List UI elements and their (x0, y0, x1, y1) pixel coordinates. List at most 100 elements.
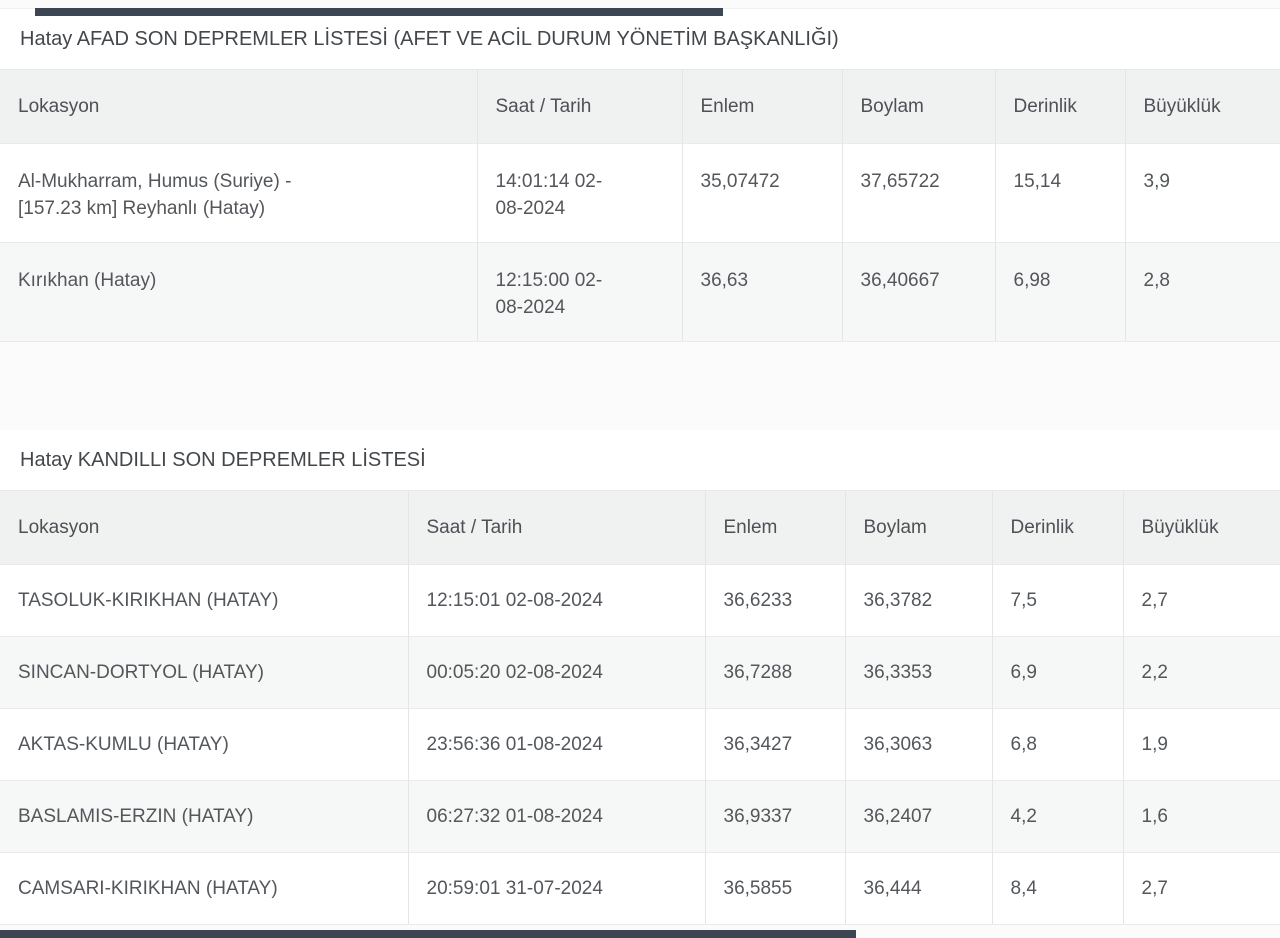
cell-text: Al-Mukharram, Humus (Suriye) - [157.23 k… (18, 171, 292, 219)
column-header: Büyüklük (1124, 69, 1280, 144)
cell-text: 15,14 (1013, 171, 1062, 192)
column-header: Derinlik (991, 490, 1123, 565)
data-cell: 36,7288 (704, 636, 845, 709)
column-header: Lokasyon (0, 69, 477, 144)
kandilli-table-head: Lokasyon Saat / Tarih Enlem Boylam Derinlik B… (0, 490, 1280, 565)
data-cell: 2,2 (1122, 636, 1280, 709)
data-cell: 2,8 (1124, 242, 1280, 341)
table-row: SINCAN-DORTYOL (HATAY) 00:05:20 02-08-202… (0, 636, 1280, 709)
cell-text: 36,2407 (863, 806, 933, 827)
cell-text: 2,7 (1141, 590, 1168, 611)
column-header: Lokasyon (0, 490, 408, 565)
data-cell: 14:01:14 02-08-2024 (476, 143, 682, 243)
data-cell: 4,2 (991, 780, 1123, 853)
cell-text: 1,6 (1141, 806, 1168, 827)
data-cell: 06:27:32 01-08-2024 (407, 780, 705, 853)
data-cell: 37,65722 (841, 143, 995, 243)
afad-earthquake-table-card: Hatay AFAD SON DEPREMLER LİSTESİ (AFET V… (0, 8, 1280, 342)
cell-text: BASLAMIS-ERZIN (HATAY) (18, 806, 254, 827)
cell-text: 12:15:01 02-08-2024 (426, 590, 603, 611)
cell-text: 6,9 (1010, 662, 1037, 683)
data-cell: 36,6233 (704, 564, 845, 637)
data-cell: 1,6 (1122, 780, 1280, 853)
cell-text: 37,65722 (860, 171, 940, 192)
table-row: TASOLUK-KIRIKHAN (HATAY) 12:15:01 02-08-2… (0, 564, 1280, 637)
cell-text: AKTAS-KUMLU (HATAY) (18, 734, 229, 755)
column-header: Boylam (844, 490, 992, 565)
cell-text: 23:56:36 01-08-2024 (426, 734, 603, 755)
cell-text: 12:15:00 02-08-2024 (495, 270, 603, 318)
data-cell: 00:05:20 02-08-2024 (407, 636, 705, 709)
data-cell: 36,3353 (844, 636, 992, 709)
column-header: Saat / Tarih (407, 490, 705, 565)
cell-text: 20:59:01 31-07-2024 (426, 878, 603, 899)
cell-text: Kırıkhan (Hatay) (18, 270, 157, 291)
column-header: Derinlik (994, 69, 1125, 144)
header-row: Lokasyon Saat / Tarih Enlem Boylam Derinlik B… (0, 490, 1280, 565)
afad-table-head: Lokasyon Saat / Tarih Enlem Boylam Derinlik B… (0, 69, 1280, 144)
bottom-edge-bar (0, 930, 856, 938)
table-row: AKTAS-KUMLU (HATAY) 23:56:36 01-08-2024 36… (0, 708, 1280, 781)
earthquake-lists-page: { "colors": { "edge_bar": "#3c4653", "he… (0, 8, 1280, 938)
data-cell: 2,7 (1122, 852, 1280, 924)
location-cell: AKTAS-KUMLU (HATAY) (0, 708, 408, 781)
table-row: Kırıkhan (Hatay) 12:15:00 02-08-2024 36,63… (0, 242, 1280, 341)
kandilli-table-body: TASOLUK-KIRIKHAN (HATAY) 12:15:01 02-08-2… (0, 564, 1280, 924)
data-cell: 35,07472 (681, 143, 842, 243)
data-cell: 1,9 (1122, 708, 1280, 781)
cell-text: 35,07472 (700, 171, 780, 192)
cell-text: 8,4 (1010, 878, 1037, 899)
cell-text: 36,3353 (863, 662, 933, 683)
afad-table-body: Al-Mukharram, Humus (Suriye) - [157.23 k… (0, 143, 1280, 341)
cell-text: 4,2 (1010, 806, 1037, 827)
data-cell: 7,5 (991, 564, 1123, 637)
cell-text: 36,6233 (723, 590, 793, 611)
cell-text: 2,7 (1141, 878, 1168, 899)
data-cell: 6,98 (994, 242, 1125, 341)
cell-text: 36,9337 (723, 806, 793, 827)
location-cell: SINCAN-DORTYOL (HATAY) (0, 636, 408, 709)
location-cell: Kırıkhan (Hatay) (0, 242, 477, 341)
kandilli-earthquake-table: Lokasyon Saat / Tarih Enlem Boylam Derinlik B… (0, 490, 1280, 924)
data-cell: 2,7 (1122, 564, 1280, 637)
cell-text: 36,63 (700, 270, 749, 291)
afad-earthquake-table: Lokasyon Saat / Tarih Enlem Boylam Derinlik B… (0, 69, 1280, 341)
data-cell: 36,40667 (841, 242, 995, 341)
cell-text: 3,9 (1143, 171, 1170, 192)
cell-text: TASOLUK-KIRIKHAN (HATAY) (18, 590, 279, 611)
location-cell: BASLAMIS-ERZIN (HATAY) (0, 780, 408, 853)
cell-text: 36,3782 (863, 590, 933, 611)
table-row: BASLAMIS-ERZIN (HATAY) 06:27:32 01-08-202… (0, 780, 1280, 853)
location-cell: Al-Mukharram, Humus (Suriye) - [157.23 k… (0, 143, 477, 243)
cell-text: 36,7288 (723, 662, 793, 683)
data-cell: 36,3782 (844, 564, 992, 637)
top-edge-bar (35, 8, 723, 16)
cell-text: 36,5855 (723, 878, 793, 899)
cell-text: 2,8 (1143, 270, 1170, 291)
data-cell: 36,2407 (844, 780, 992, 853)
data-cell: 23:56:36 01-08-2024 (407, 708, 705, 781)
data-cell: 20:59:01 31-07-2024 (407, 852, 705, 924)
table-row: CAMSARI-KIRIKHAN (HATAY) 20:59:01 31-07-2… (0, 852, 1280, 924)
data-cell: 8,4 (991, 852, 1123, 924)
cell-text: 36,40667 (860, 270, 940, 291)
column-header: Enlem (704, 490, 845, 565)
cell-text: 6,98 (1013, 270, 1051, 291)
cell-text: 6,8 (1010, 734, 1037, 755)
cell-text: 2,2 (1141, 662, 1168, 683)
data-cell: 12:15:01 02-08-2024 (407, 564, 705, 637)
column-header: Saat / Tarih (476, 69, 682, 144)
data-cell: 36,444 (844, 852, 992, 924)
column-header: Büyüklük (1122, 490, 1280, 565)
cell-text: 00:05:20 02-08-2024 (426, 662, 603, 683)
data-cell: 15,14 (994, 143, 1125, 243)
cell-text: 36,3427 (723, 734, 793, 755)
column-header: Enlem (681, 69, 842, 144)
data-cell: 36,63 (681, 242, 842, 341)
kandilli-table-title: Hatay KANDILLI SON DEPREMLER LİSTESİ (0, 430, 1280, 490)
column-header: Boylam (841, 69, 995, 144)
data-cell: 36,5855 (704, 852, 845, 924)
data-cell: 6,8 (991, 708, 1123, 781)
afad-table-title: Hatay AFAD SON DEPREMLER LİSTESİ (AFET V… (0, 9, 1280, 69)
cell-text: 36,444 (863, 878, 922, 899)
